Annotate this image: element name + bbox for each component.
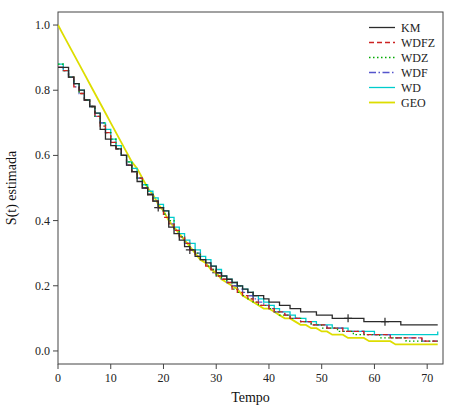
legend-swatch	[369, 102, 395, 104]
x-axis-label: Tempo	[231, 390, 270, 405]
x-tick-label: 50	[316, 371, 328, 385]
legend-swatch	[369, 27, 395, 28]
y-tick-label: 0.4	[35, 214, 50, 228]
legend-label: WDFZ	[401, 36, 435, 50]
legend-swatch	[369, 57, 395, 58]
x-tick	[321, 364, 322, 369]
x-tick-label: 0	[55, 371, 61, 385]
x-tick	[427, 364, 428, 369]
legend-label: WDF	[401, 66, 428, 80]
x-tick	[216, 364, 217, 369]
y-tick	[53, 220, 58, 221]
x-tick	[110, 364, 111, 369]
series-line	[58, 67, 438, 341]
y-tick-label: 0.2	[35, 279, 50, 293]
series-line	[58, 67, 438, 324]
axes: 0 10 20 30 40 50 60 70 0.0 0.2 0.4 0.6 0.8 1.0	[35, 18, 433, 385]
y-axis-label: S(t) estimada	[4, 150, 20, 225]
legend: KMWDFZWDZWDFWDGEO	[369, 21, 435, 110]
x-tick	[58, 364, 59, 369]
legend-label: KM	[401, 21, 421, 35]
y-tick	[53, 285, 58, 286]
series-line	[58, 64, 438, 341]
plot-frame	[58, 12, 443, 364]
x-tick	[268, 364, 269, 369]
x-tick-label: 20	[157, 371, 169, 385]
y-tick	[53, 25, 58, 26]
x-tick-label: 70	[421, 371, 433, 385]
y-tick-label: 0.0	[35, 344, 50, 358]
legend-swatch	[369, 72, 395, 73]
legend-label: GEO	[401, 96, 426, 110]
y-tick-label: 1.0	[35, 18, 50, 32]
x-tick-label: 60	[368, 371, 380, 385]
x-tick-label: 40	[263, 371, 275, 385]
series-line	[58, 64, 438, 335]
legend-label: WD	[401, 81, 421, 95]
y-tick	[53, 90, 58, 91]
x-tick-label: 10	[105, 371, 117, 385]
legend-label: WDZ	[401, 51, 428, 65]
x-tick-label: 30	[210, 371, 222, 385]
y-tick	[53, 350, 58, 351]
series-line	[58, 67, 438, 341]
x-tick	[163, 364, 164, 369]
legend-swatch	[369, 87, 395, 88]
legend-swatch	[369, 42, 395, 43]
plot-data	[58, 25, 438, 344]
y-tick	[53, 155, 58, 156]
series-line	[58, 25, 438, 344]
y-tick-label: 0.8	[35, 83, 50, 97]
x-tick	[374, 364, 375, 369]
y-tick-label: 0.6	[35, 148, 50, 162]
chart: 0 10 20 30 40 50 60 70 0.0 0.2 0.4 0.6 0.8 1.0 Tempo S(…	[0, 0, 455, 412]
